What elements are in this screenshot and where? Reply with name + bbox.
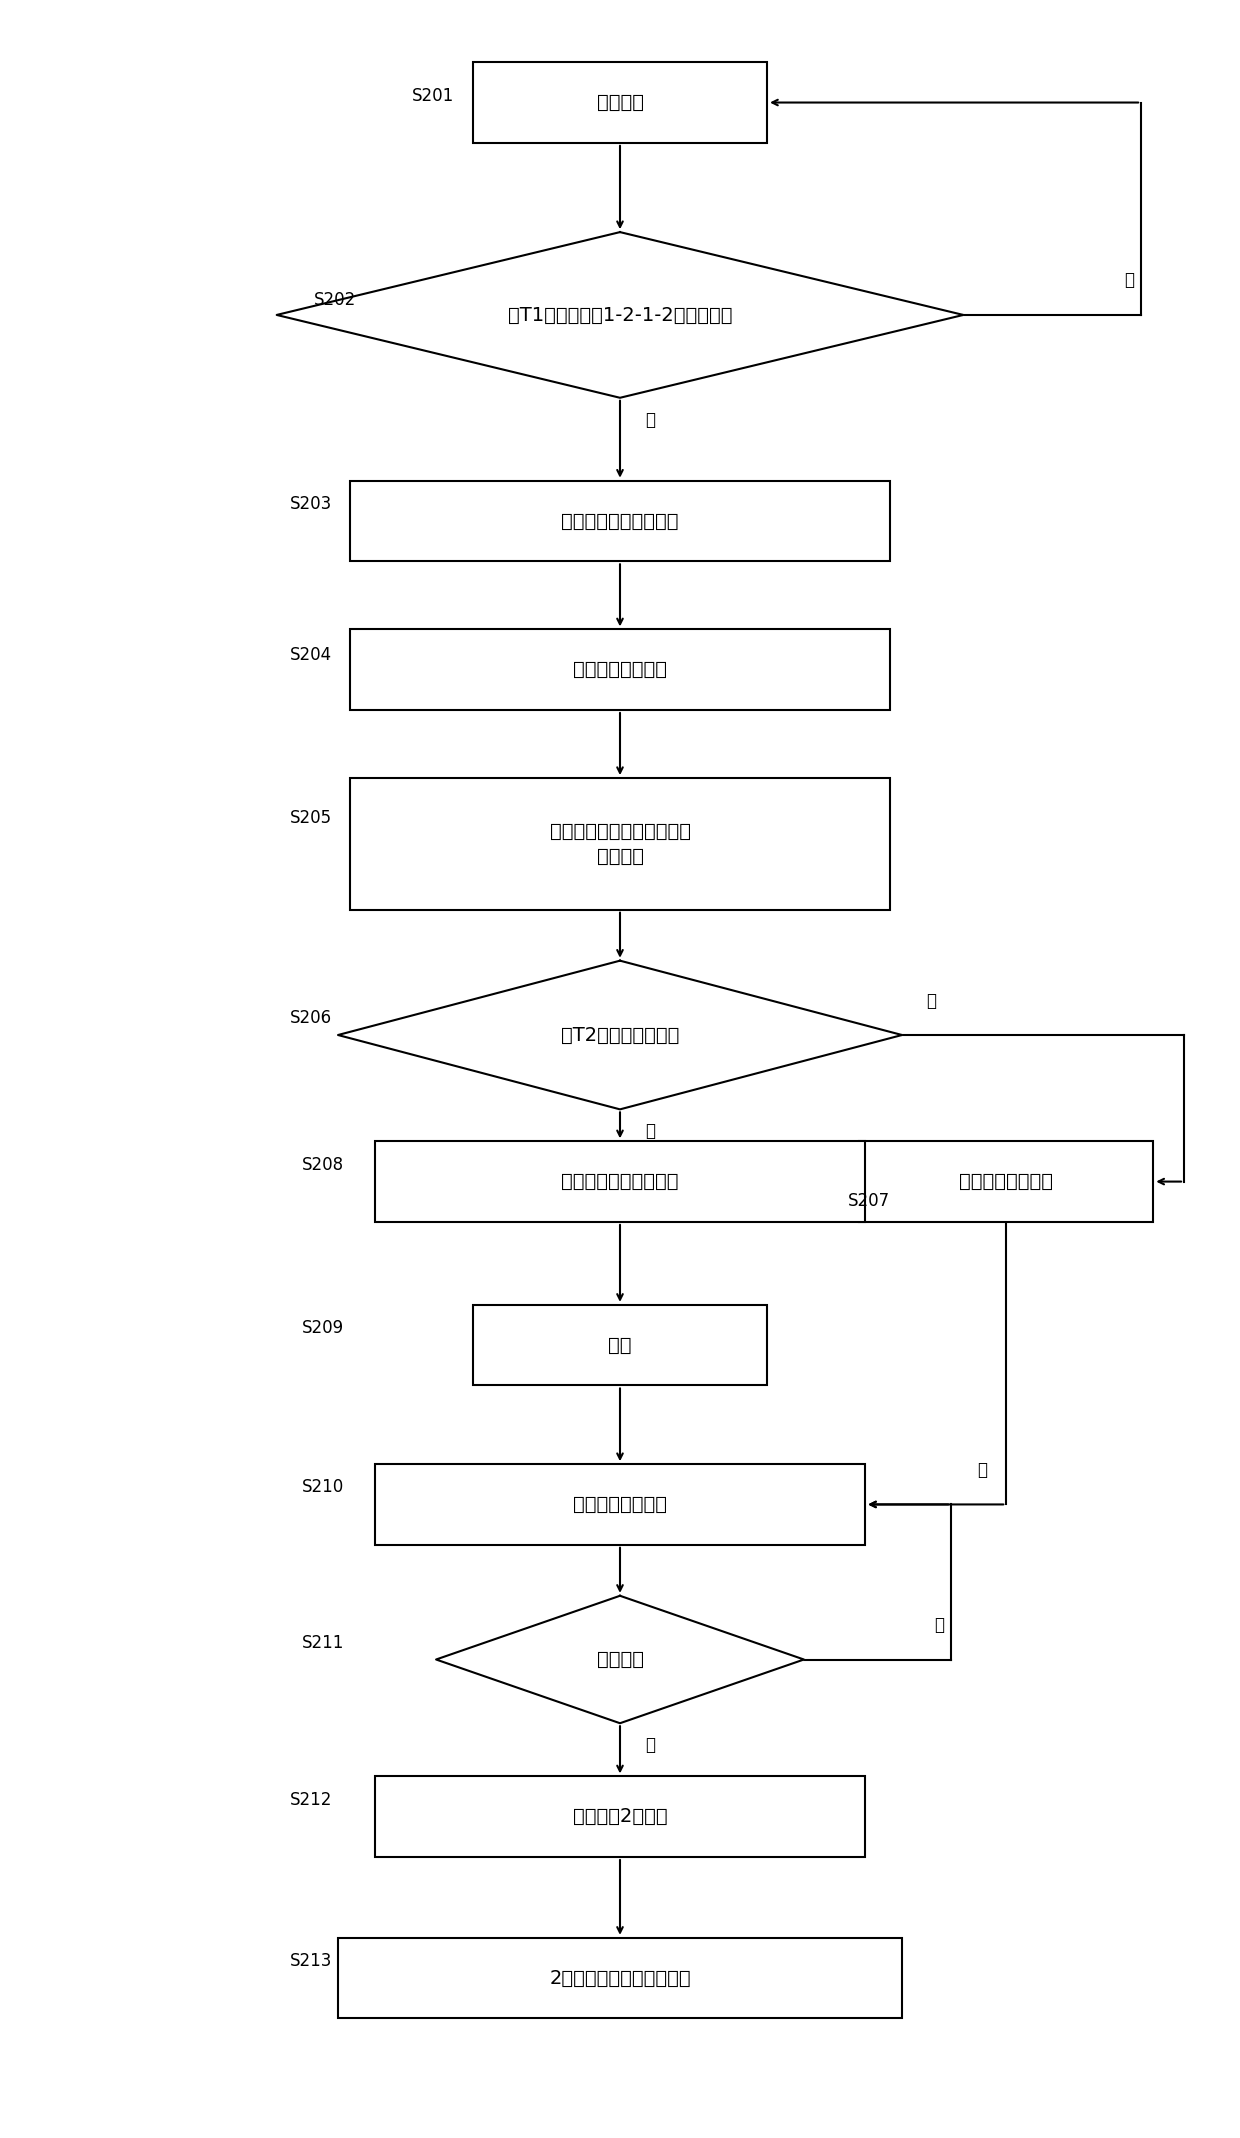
Text: 在T2时间内是否停车: 在T2时间内是否停车 bbox=[560, 1026, 680, 1045]
FancyBboxPatch shape bbox=[350, 629, 890, 710]
Text: 执行道路拥堵模式行车状态
换档规律: 执行道路拥堵模式行车状态 换档规律 bbox=[549, 821, 691, 866]
Text: S210: S210 bbox=[301, 1479, 345, 1497]
Text: 从当前档位向空档切换: 从当前档位向空档切换 bbox=[562, 1172, 678, 1191]
Polygon shape bbox=[339, 960, 901, 1110]
Text: 是否起步: 是否起步 bbox=[596, 1651, 644, 1670]
Text: S212: S212 bbox=[289, 1792, 332, 1809]
Text: S201: S201 bbox=[412, 88, 455, 105]
FancyBboxPatch shape bbox=[350, 481, 890, 562]
FancyBboxPatch shape bbox=[472, 1304, 768, 1385]
Text: 2档离合器结合并完成起步: 2档离合器结合并完成起步 bbox=[549, 1969, 691, 1988]
Text: S207: S207 bbox=[848, 1191, 890, 1210]
FancyBboxPatch shape bbox=[339, 1937, 901, 2018]
Text: S208: S208 bbox=[303, 1155, 345, 1174]
FancyBboxPatch shape bbox=[350, 778, 890, 909]
Text: S206: S206 bbox=[290, 1009, 332, 1026]
Polygon shape bbox=[277, 233, 963, 398]
Text: 整车处于行车状态: 整车处于行车状态 bbox=[573, 661, 667, 680]
Text: 是: 是 bbox=[646, 1122, 656, 1140]
Text: S211: S211 bbox=[301, 1633, 345, 1651]
FancyBboxPatch shape bbox=[374, 1142, 866, 1223]
Text: 是: 是 bbox=[646, 410, 656, 428]
Text: S205: S205 bbox=[290, 810, 332, 827]
Text: S213: S213 bbox=[289, 1952, 332, 1969]
Text: 在T1时间内完成1-2-1-2的档位切换: 在T1时间内完成1-2-1-2的档位切换 bbox=[507, 306, 733, 325]
Text: 停车: 停车 bbox=[609, 1336, 631, 1355]
FancyBboxPatch shape bbox=[472, 62, 768, 143]
Text: S204: S204 bbox=[290, 646, 332, 663]
Polygon shape bbox=[436, 1595, 804, 1723]
Text: 是: 是 bbox=[646, 1736, 656, 1753]
Text: 进入正常驾驶模式: 进入正常驾驶模式 bbox=[960, 1172, 1053, 1191]
Text: 否: 否 bbox=[1123, 272, 1133, 289]
FancyBboxPatch shape bbox=[374, 1777, 866, 1858]
Text: 从空档向2档切换: 从空档向2档切换 bbox=[573, 1807, 667, 1826]
Text: 否: 否 bbox=[934, 1616, 944, 1633]
Text: 否: 否 bbox=[926, 992, 936, 1009]
Text: S209: S209 bbox=[303, 1319, 345, 1336]
Text: S202: S202 bbox=[314, 291, 356, 310]
Text: 开始检测: 开始检测 bbox=[596, 94, 644, 111]
FancyBboxPatch shape bbox=[859, 1142, 1153, 1223]
Text: 进入道路拥堵控制模式: 进入道路拥堵控制模式 bbox=[562, 511, 678, 530]
Text: S203: S203 bbox=[290, 496, 332, 513]
FancyBboxPatch shape bbox=[374, 1465, 866, 1546]
Text: 否: 否 bbox=[977, 1460, 987, 1479]
Text: 整车处于停车状态: 整车处于停车状态 bbox=[573, 1494, 667, 1514]
